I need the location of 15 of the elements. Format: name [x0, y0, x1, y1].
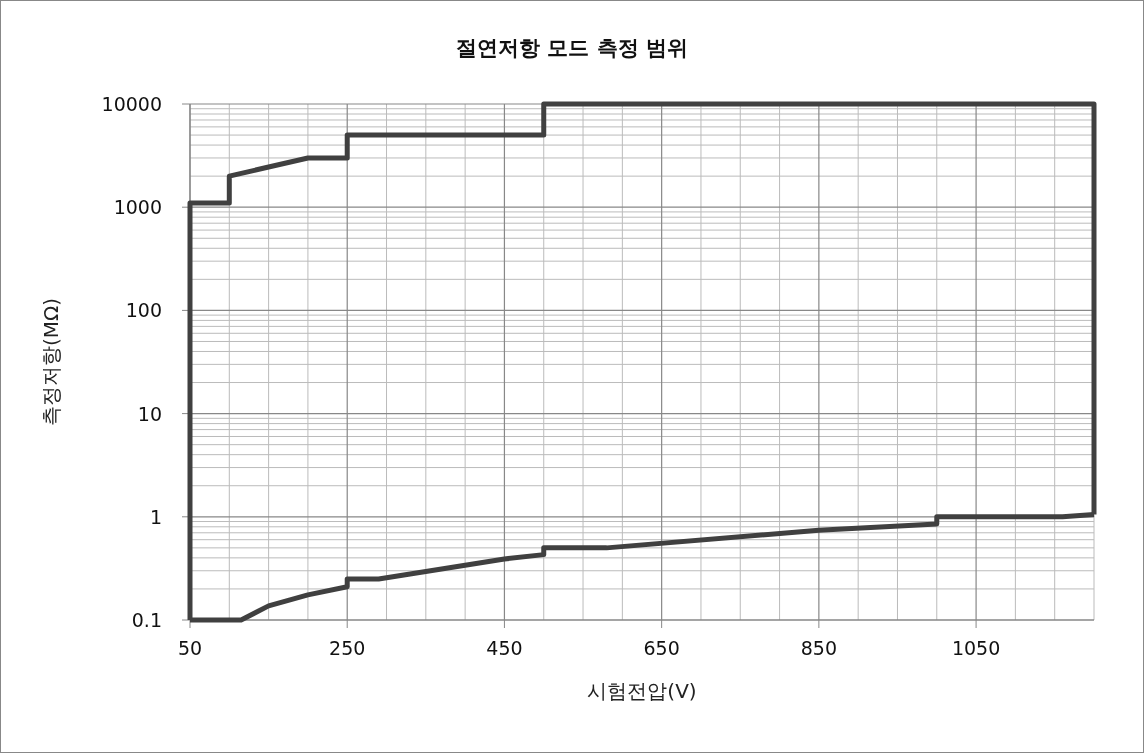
x-tick-label: 1050 [951, 637, 1001, 659]
y-tick-label: 100 [125, 299, 162, 322]
x-tick-label: 250 [329, 637, 366, 659]
y-tick-label: 10 [137, 402, 162, 425]
chart-title: 절연저항 모드 측정 범위 [456, 36, 688, 60]
y-axis-title: 측정저항(MΩ) [39, 297, 63, 427]
y-tick-label: 1 [149, 505, 162, 528]
x-tick-label: 50 [177, 637, 203, 659]
x-tick-label: 850 [800, 637, 837, 659]
y-tick-label: 1000 [113, 196, 162, 219]
x-tick-label: 450 [486, 637, 523, 659]
x-axis-title: 시험전압(V) [587, 679, 697, 703]
x-tick-label: 650 [643, 637, 680, 659]
y-tick-label: 10000 [101, 93, 162, 115]
y-tick-label: 0.1 [131, 609, 162, 631]
